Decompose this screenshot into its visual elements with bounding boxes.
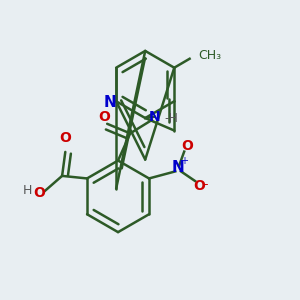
Text: N: N [104, 95, 117, 110]
Text: CH₃: CH₃ [199, 49, 222, 62]
Text: -H: -H [165, 112, 178, 125]
Text: O: O [98, 110, 110, 124]
Text: +: + [180, 156, 188, 166]
Text: O: O [33, 186, 45, 200]
Text: H: H [22, 184, 32, 197]
Text: N: N [149, 110, 160, 124]
Text: O: O [194, 179, 206, 193]
Text: N: N [172, 160, 185, 175]
Text: O: O [59, 131, 71, 145]
Text: -: - [203, 178, 208, 191]
Text: O: O [181, 139, 193, 153]
